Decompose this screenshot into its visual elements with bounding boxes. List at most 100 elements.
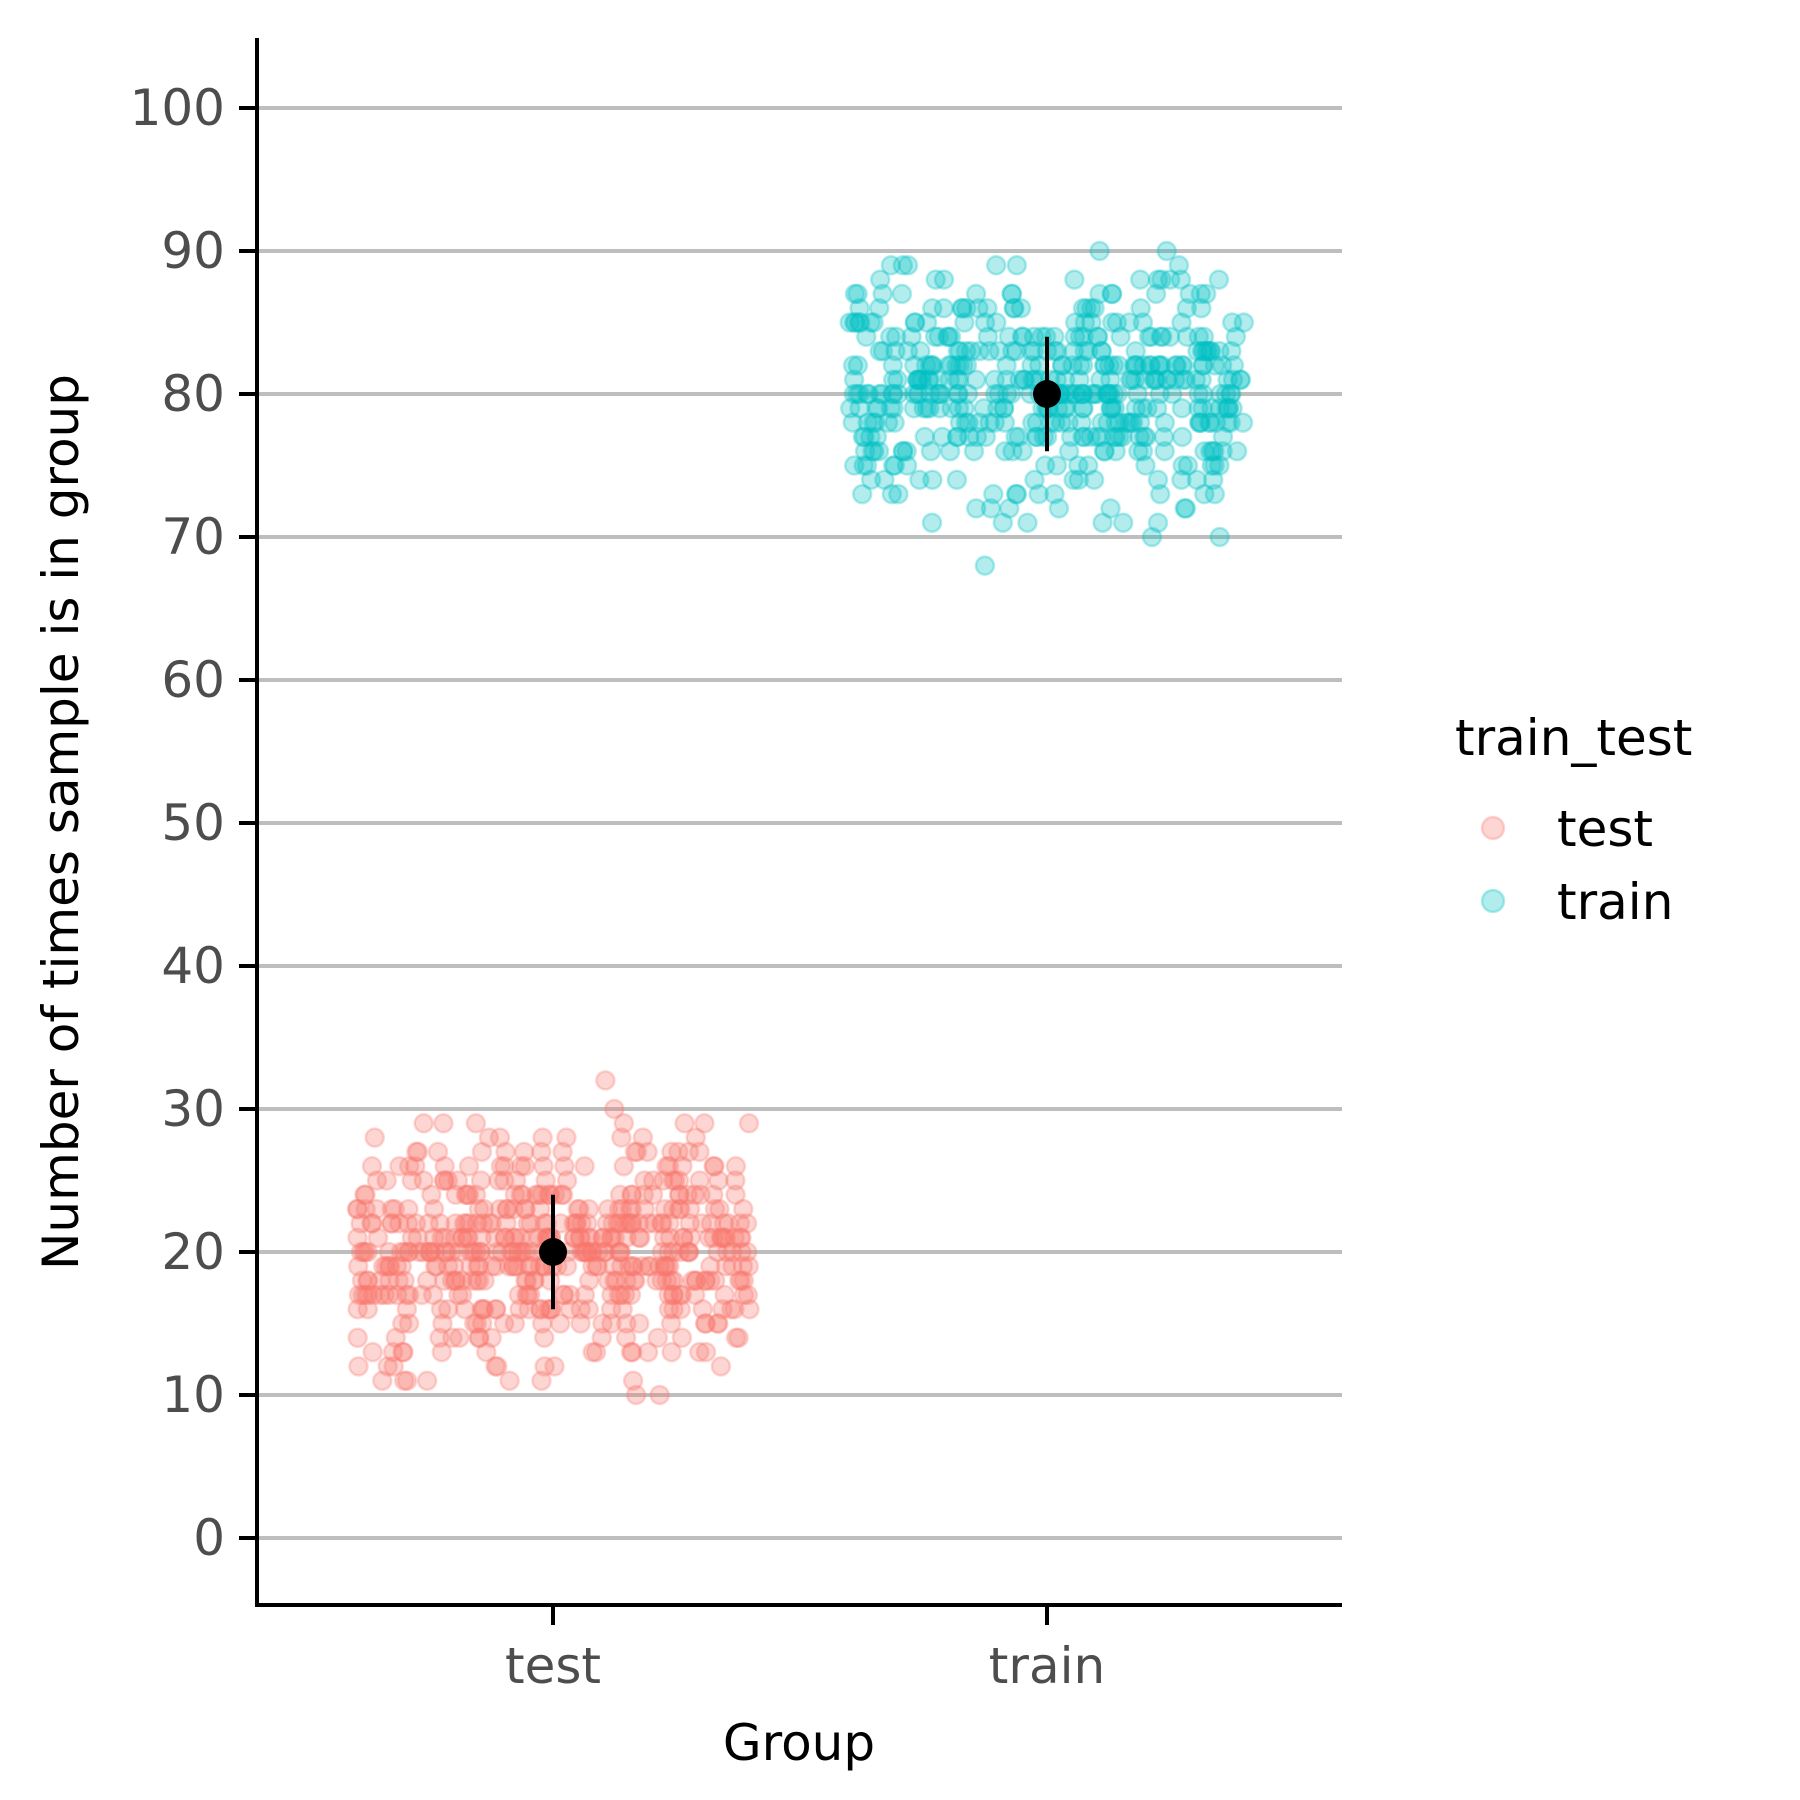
point-train-128 bbox=[1189, 412, 1211, 433]
point-test-102 bbox=[379, 1270, 400, 1291]
point-test-97 bbox=[570, 1227, 591, 1248]
point-test-247 bbox=[393, 1241, 415, 1263]
point-test-101 bbox=[619, 1256, 640, 1277]
point-test-343 bbox=[518, 1298, 540, 1320]
point-test-332 bbox=[703, 1155, 724, 1177]
point-test-208 bbox=[588, 1241, 609, 1263]
point-test-439 bbox=[725, 1327, 747, 1349]
point-test-230 bbox=[466, 1270, 488, 1291]
point-train-75 bbox=[1125, 398, 1147, 419]
point-test-252 bbox=[472, 1213, 494, 1234]
point-test-381 bbox=[620, 1341, 642, 1363]
point-test-413 bbox=[523, 1270, 545, 1291]
point-test-507 bbox=[731, 1227, 752, 1248]
point-test-340 bbox=[520, 1256, 542, 1277]
point-train-109 bbox=[1048, 498, 1070, 519]
point-train-404 bbox=[1217, 369, 1238, 390]
point-train-302 bbox=[1177, 455, 1199, 476]
point-test-403 bbox=[434, 1155, 455, 1177]
point-train-250 bbox=[1128, 440, 1149, 462]
point-train-100 bbox=[946, 426, 968, 448]
point-test-470 bbox=[646, 1270, 667, 1291]
point-train-231 bbox=[892, 440, 914, 462]
point-test-46 bbox=[621, 1184, 643, 1206]
point-test-449 bbox=[372, 1370, 393, 1391]
point-train-191 bbox=[908, 383, 930, 405]
point-test-524 bbox=[563, 1227, 585, 1248]
point-train-295 bbox=[1134, 369, 1156, 390]
point-test-225 bbox=[736, 1213, 758, 1234]
point-train-455 bbox=[999, 498, 1020, 519]
point-test-168 bbox=[431, 1341, 453, 1363]
point-train-90 bbox=[1022, 412, 1043, 433]
point-test-335 bbox=[610, 1241, 631, 1263]
point-train-73 bbox=[1090, 369, 1111, 390]
point-train-290 bbox=[938, 355, 960, 376]
x-tick-label-train: train bbox=[989, 1637, 1105, 1695]
point-train-137 bbox=[872, 283, 893, 305]
point-train-268 bbox=[1200, 340, 1221, 362]
point-test-44 bbox=[556, 1170, 578, 1191]
point-train-383 bbox=[896, 455, 918, 476]
point-test-374 bbox=[366, 1198, 387, 1220]
point-test-132 bbox=[614, 1284, 636, 1306]
point-test-435 bbox=[515, 1198, 536, 1220]
point-test-193 bbox=[357, 1270, 378, 1291]
point-train-351 bbox=[1073, 326, 1094, 348]
point-train-33 bbox=[928, 326, 950, 348]
point-train-148 bbox=[1212, 440, 1233, 462]
point-test-444 bbox=[460, 1256, 482, 1277]
point-test-495 bbox=[657, 1256, 678, 1277]
point-test-430 bbox=[504, 1313, 526, 1334]
point-test-238 bbox=[355, 1241, 376, 1263]
point-test-443 bbox=[626, 1141, 648, 1163]
point-train-81 bbox=[994, 412, 1016, 433]
point-test-307 bbox=[628, 1213, 650, 1234]
point-test-405 bbox=[654, 1256, 676, 1277]
point-train-123 bbox=[1006, 483, 1028, 505]
point-train-177 bbox=[1173, 369, 1194, 390]
point-train-67 bbox=[1149, 355, 1170, 376]
point-train-388 bbox=[1192, 340, 1213, 362]
point-train-10 bbox=[1064, 269, 1085, 290]
point-train-301 bbox=[1101, 283, 1123, 305]
legend-item-test: test bbox=[1480, 800, 1653, 858]
point-train-395 bbox=[1156, 369, 1177, 390]
point-test-489 bbox=[494, 1170, 515, 1191]
point-train-481 bbox=[953, 355, 974, 376]
point-train-406 bbox=[866, 398, 887, 419]
point-train-15 bbox=[1179, 283, 1200, 305]
point-train-110 bbox=[1204, 483, 1226, 505]
point-test-519 bbox=[468, 1270, 490, 1291]
point-test-157 bbox=[348, 1356, 369, 1377]
point-train-378 bbox=[1080, 426, 1101, 448]
point-train-352 bbox=[911, 369, 933, 390]
point-test-270 bbox=[592, 1313, 613, 1334]
point-test-217 bbox=[357, 1284, 379, 1306]
point-test-214 bbox=[502, 1241, 524, 1263]
point-train-95 bbox=[1201, 455, 1222, 476]
point-test-204 bbox=[578, 1298, 600, 1320]
point-train-49 bbox=[1121, 369, 1142, 390]
point-test-501 bbox=[355, 1198, 376, 1220]
point-test-254 bbox=[651, 1241, 673, 1263]
point-test-145 bbox=[559, 1298, 581, 1320]
point-test-453 bbox=[347, 1256, 369, 1277]
point-train-203 bbox=[1209, 455, 1230, 476]
point-train-189 bbox=[1108, 412, 1130, 433]
point-test-94 bbox=[738, 1256, 760, 1277]
point-test-256 bbox=[623, 1256, 644, 1277]
point-train-396 bbox=[1001, 283, 1022, 305]
point-test-471 bbox=[470, 1241, 492, 1263]
point-train-384 bbox=[1063, 383, 1084, 405]
point-train-92 bbox=[892, 440, 914, 462]
point-train-194 bbox=[1074, 340, 1095, 362]
point-test-432 bbox=[725, 1155, 747, 1177]
point-train-23 bbox=[1233, 312, 1255, 333]
point-test-246 bbox=[424, 1256, 446, 1277]
point-test-384 bbox=[430, 1298, 452, 1320]
point-train-468 bbox=[987, 398, 1008, 419]
point-test-88 bbox=[601, 1227, 623, 1248]
point-test-358 bbox=[405, 1155, 426, 1177]
point-train-367 bbox=[1147, 269, 1169, 290]
